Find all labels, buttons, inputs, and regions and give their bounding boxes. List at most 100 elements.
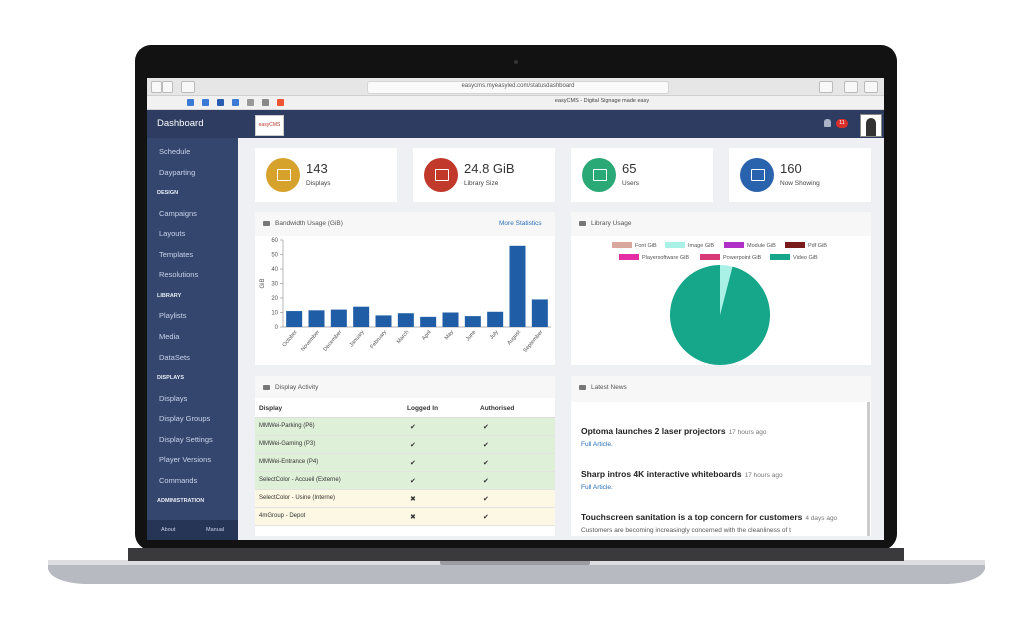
bookmark-icon[interactable] <box>217 99 224 106</box>
bookmark-icon[interactable] <box>232 99 239 106</box>
table-cell: ✔ <box>410 478 416 485</box>
legend-label: Video GiB <box>793 255 818 261</box>
bell-icon[interactable] <box>824 119 831 127</box>
legend-swatch <box>770 254 790 260</box>
stat-icon <box>740 158 774 192</box>
panel-body <box>571 402 871 536</box>
stat-label: Now Showing <box>780 180 820 187</box>
x-tick-label: February <box>369 329 388 350</box>
stat-card: 143 Displays <box>255 148 397 202</box>
table-cell: ✔ <box>483 496 489 503</box>
panel-icon <box>579 385 586 390</box>
toolbar-button[interactable] <box>844 81 858 93</box>
stat-icon <box>582 158 616 192</box>
x-tick-label: January <box>349 329 366 348</box>
sidebar-link[interactable]: Dayparting <box>159 167 196 177</box>
x-tick-label: August <box>506 329 522 346</box>
tab-title: easyCMS - Digital Signage made easy <box>554 98 650 104</box>
bookmark-icon[interactable] <box>187 99 194 106</box>
y-tick-label: 10 <box>271 311 278 317</box>
avatar[interactable] <box>860 114 882 137</box>
panel: Bandwidth Usage (GiB) More Statistics <box>255 212 555 365</box>
nav-button[interactable] <box>151 81 162 93</box>
y-tick-label: 0 <box>275 325 279 331</box>
sidebar-toggle[interactable] <box>181 81 195 93</box>
logo-text: easyCMS <box>258 122 281 128</box>
laptop-notch <box>440 560 590 565</box>
sidebar-footer-link[interactable]: About <box>161 527 176 533</box>
sidebar-link[interactable]: Display Groups <box>159 414 211 424</box>
sidebar-link[interactable]: Media <box>159 331 180 341</box>
sidebar-footer <box>147 520 238 540</box>
sidebar-link[interactable]: Playlists <box>159 311 187 321</box>
y-tick-label: 60 <box>271 238 278 244</box>
table-cell: ✔ <box>483 424 489 431</box>
y-tick-label: 50 <box>271 253 278 259</box>
news-excerpt: Customers are becoming increasingly conc… <box>581 527 791 534</box>
table-cell: ✔ <box>410 424 416 431</box>
table-cell: MMWei-Parking (P6) <box>259 423 315 429</box>
bookmark-icon[interactable] <box>277 99 284 106</box>
y-tick-label: 20 <box>271 296 278 302</box>
bar <box>487 311 504 327</box>
sidebar-footer-link[interactable]: Manual <box>206 527 225 533</box>
legend-label: Module GiB <box>747 243 776 249</box>
logo: easyCMS <box>255 115 284 136</box>
sidebar-link[interactable]: DataSets <box>159 352 190 362</box>
panel-title: Display Activity <box>275 384 319 391</box>
panel-icon <box>263 221 270 226</box>
bar <box>353 306 370 327</box>
y-tick-label: 30 <box>271 282 278 288</box>
x-tick-label: December <box>322 329 343 352</box>
sidebar-link[interactable]: Layouts <box>159 229 186 239</box>
toolbar-button[interactable] <box>819 81 833 93</box>
sidebar-link[interactable]: Templates <box>159 249 194 259</box>
x-tick-label: April <box>421 329 433 341</box>
news-time: 4 days ago <box>805 515 838 522</box>
panel-icon <box>579 221 586 226</box>
table-cell: ✔ <box>483 478 489 485</box>
stat-value: 160 <box>780 161 802 176</box>
panel-body <box>255 236 555 365</box>
bookmarks-bar <box>147 96 884 110</box>
sidebar-link[interactable]: Campaigns <box>159 208 197 218</box>
table-row <box>255 454 555 472</box>
news-title: Touchscreen sanitation is a top concern … <box>581 512 838 522</box>
laptop-hinge <box>128 548 904 561</box>
x-tick-label: July <box>489 329 500 341</box>
table-cell: ✖ <box>410 514 416 521</box>
bar <box>286 311 303 327</box>
legend-swatch <box>619 254 639 260</box>
bar <box>442 312 459 327</box>
sidebar-link[interactable]: Displays <box>159 393 188 403</box>
sidebar-link[interactable]: Schedule <box>159 147 191 156</box>
url-bar[interactable]: easycms.myeasyled.com/statusdashboard <box>367 81 669 94</box>
sidebar <box>147 138 238 540</box>
bookmark-icon[interactable] <box>202 99 209 106</box>
x-tick-label: November <box>300 329 321 352</box>
news-link[interactable]: Full Article. <box>581 484 613 491</box>
legend-label: Powerpoint GiB <box>723 255 762 261</box>
bar <box>308 310 325 327</box>
x-tick-label: March <box>396 329 410 345</box>
sidebar-link[interactable]: Display Settings <box>159 434 213 444</box>
table-header: Display <box>259 405 283 412</box>
sidebar-link[interactable]: Player Versions <box>159 455 212 465</box>
nav-button[interactable] <box>162 81 173 93</box>
x-tick-label: May <box>444 329 455 341</box>
sidebar-link[interactable]: Commands <box>159 475 198 485</box>
bookmark-icon[interactable] <box>262 99 269 106</box>
screen: easycms.myeasyled.com/statusdashboard eas… <box>147 78 884 540</box>
more-statistics-link[interactable]: More Statistics <box>499 220 542 227</box>
table-header: Authorised <box>480 405 515 412</box>
bookmark-icon[interactable] <box>247 99 254 106</box>
table-cell: MMWei-Entrance (P4) <box>259 459 319 465</box>
stat-icon <box>266 158 300 192</box>
toolbar-button[interactable] <box>864 81 878 93</box>
sidebar-section: DISPLAYS <box>157 375 185 382</box>
news-link[interactable]: Full Article. <box>581 441 613 448</box>
sidebar-link[interactable]: Resolutions <box>159 270 199 280</box>
panel-icon <box>263 385 270 390</box>
table-cell: ✖ <box>410 496 416 503</box>
